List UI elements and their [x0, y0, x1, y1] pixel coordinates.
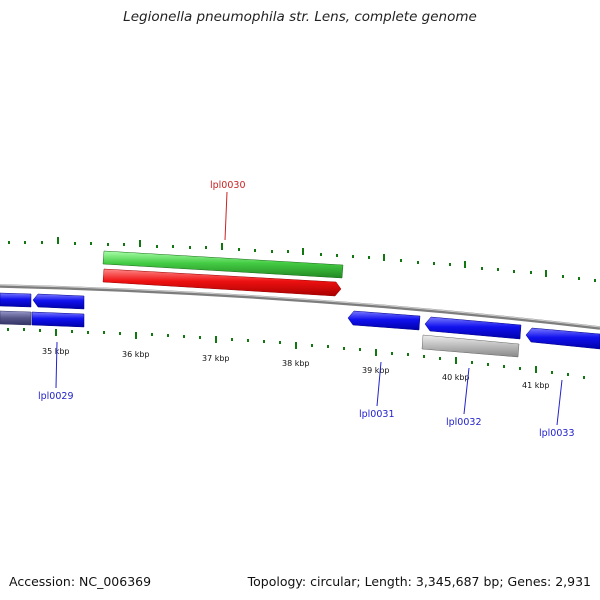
- tick-label: 39 kbp: [362, 366, 390, 375]
- tick-label: 40 kbp: [442, 373, 470, 382]
- tick-label: 37 kbp: [202, 354, 230, 363]
- gene-feature-lpl0030-rna[interactable]: [102, 250, 344, 279]
- leader-line-lpl0031: [376, 361, 382, 407]
- gene-feature-lpl0029[interactable]: [31, 311, 85, 328]
- leader-line-lpl0033: [556, 379, 563, 426]
- gene-feature-lpl0032-pseudo[interactable]: [421, 334, 520, 358]
- leader-line-lpl0030: [224, 191, 228, 241]
- gene-label-lpl0031[interactable]: lpl0031: [359, 409, 395, 420]
- tick-label: 35 kbp: [42, 347, 70, 356]
- gene-feature-lpl0030[interactable]: [102, 268, 342, 297]
- gene-feature-lpl0033[interactable]: [525, 327, 600, 350]
- gene-feature-lpl0029-a[interactable]: [32, 293, 85, 310]
- accession-text: Accession: NC_006369: [9, 574, 152, 589]
- leader-line-lpl0032: [463, 367, 470, 415]
- inner-tick-row: [7, 328, 585, 379]
- tick-label: 38 kbp: [282, 359, 310, 368]
- outer-tick-row: [8, 237, 596, 282]
- genome-backbone: [0, 284, 600, 330]
- genome-stats-text: Topology: circular; Length: 3,345,687 bp…: [247, 574, 591, 589]
- genome-title: Legionella pneumophila str. Lens, comple…: [123, 9, 477, 25]
- gene-feature-lpl0032[interactable]: [424, 316, 522, 340]
- gene-label-lpl0029[interactable]: lpl0029: [38, 391, 74, 402]
- gene-feature-lpl0031[interactable]: [347, 310, 421, 331]
- genome-backbone-highlight: [0, 284, 600, 328]
- gene-label-lpl0032[interactable]: lpl0032: [446, 417, 482, 428]
- gene-label-lpl0033[interactable]: lpl0033: [539, 428, 575, 439]
- gene-feature-left-edge-top[interactable]: [0, 292, 32, 308]
- tick-label: 36 kbp: [122, 350, 150, 359]
- gene-feature-left-edge-muted[interactable]: [0, 310, 32, 326]
- tick-label: 41 kbp: [522, 381, 550, 390]
- leader-line-lpl0029: [55, 341, 58, 389]
- gene-label-lpl0030[interactable]: lpl0030: [210, 180, 246, 191]
